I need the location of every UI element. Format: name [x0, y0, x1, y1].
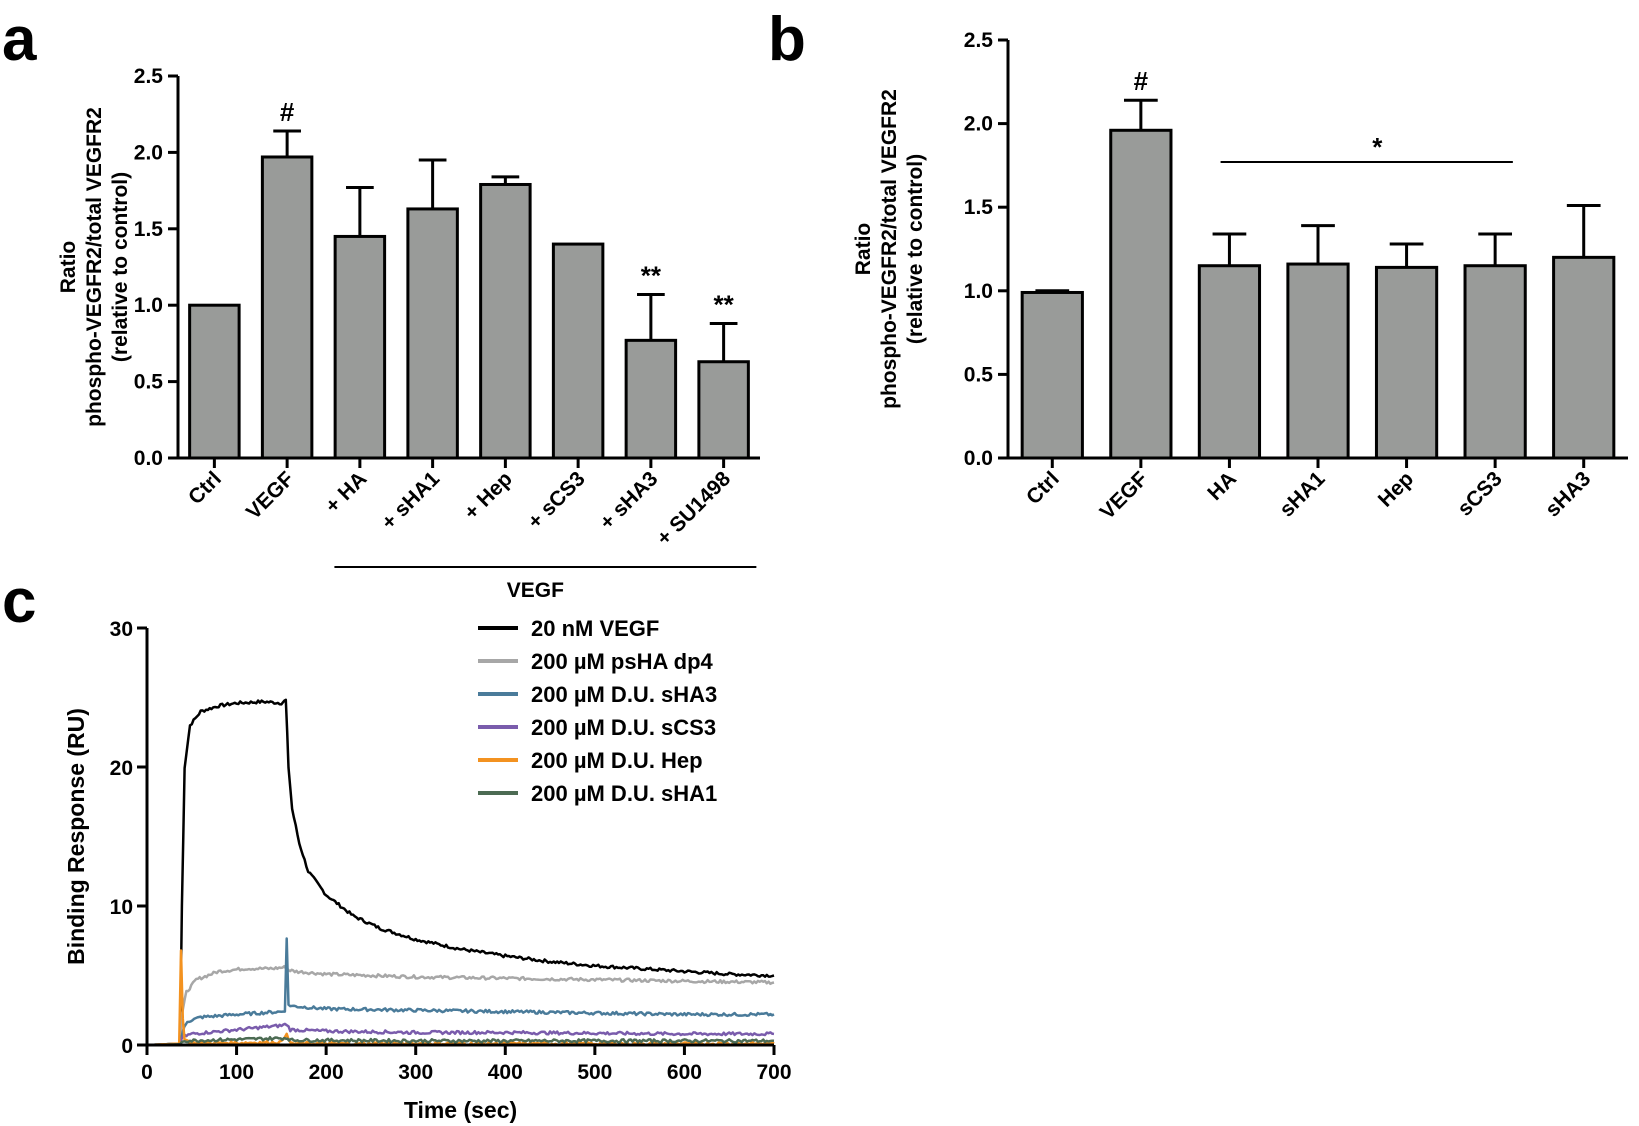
- category-label: HA: [1203, 467, 1241, 505]
- bar: [624, 338, 678, 460]
- category-label: + HA: [321, 467, 372, 518]
- category-label: Hep: [1374, 467, 1418, 511]
- y-tick-label: 2.0: [964, 113, 993, 136]
- significance-mark: **: [641, 261, 662, 291]
- series-line-2: [146, 937, 775, 1047]
- category-label: + sCS3: [523, 467, 589, 533]
- y-tick-label: 1.5: [964, 196, 994, 219]
- panel-letter-a: a: [2, 5, 37, 74]
- bar: [260, 155, 314, 460]
- x-axis-label: Time (sec): [404, 1097, 517, 1123]
- y-tick-label: 2.5: [134, 65, 164, 88]
- y-tick-label: 1.5: [134, 218, 164, 241]
- legend-label: 200 µM D.U. sHA1: [531, 781, 717, 806]
- bar: [1020, 290, 1084, 460]
- y-tick-label: 1.0: [134, 294, 163, 317]
- y-tick-label: 10: [110, 896, 133, 919]
- series-line-4: [146, 949, 775, 1047]
- x-tick-label: 600: [667, 1061, 702, 1084]
- y-axis-label: Ratio phospho-VEGFR2/total VEGFR2 (relativ…: [852, 89, 927, 409]
- y-axis-label-line: Ratio: [57, 241, 80, 294]
- bar: [1286, 262, 1350, 460]
- category-label: VEGF: [1096, 467, 1153, 524]
- x-tick-label: 0: [141, 1061, 153, 1084]
- y-axis-label-line: Ratio: [852, 223, 875, 276]
- significance-mark: #: [280, 97, 295, 127]
- y-tick-label: 0.0: [964, 447, 993, 470]
- series-line-5: [147, 1035, 775, 1047]
- significance-mark: **: [714, 290, 735, 320]
- category-label: Ctrl: [1022, 467, 1064, 509]
- y-axis-label-line: (relative to control): [904, 154, 927, 344]
- x-tick-label: 400: [488, 1061, 523, 1084]
- x-tick-label: 500: [577, 1061, 612, 1084]
- x-tick-label: 700: [756, 1061, 791, 1084]
- y-tick-label: 0.0: [134, 447, 163, 470]
- bar: [1463, 264, 1527, 460]
- y-tick-label: 1.0: [964, 280, 993, 303]
- y-tick-label: 0.5: [964, 363, 994, 386]
- x-tick-label: 200: [309, 1061, 344, 1084]
- category-label: + sHA1: [377, 467, 444, 534]
- y-axis-label: Binding Response (RU): [63, 708, 89, 965]
- bar: [406, 207, 459, 460]
- category-label: + SU1498: [652, 467, 735, 550]
- bar: [1552, 255, 1616, 460]
- bar: [697, 360, 750, 460]
- bar: [1109, 128, 1173, 460]
- series-line-0: [146, 698, 775, 1047]
- x-tick-label: 300: [398, 1061, 433, 1084]
- category-label: + sHA3: [595, 467, 662, 534]
- x-tick-label: 100: [219, 1061, 254, 1084]
- y-tick-label: 2.0: [134, 141, 163, 164]
- series-line-3: [147, 1022, 775, 1047]
- bar: [1197, 264, 1262, 460]
- bar: [333, 234, 387, 460]
- legend-label: 200 µM psHA dp4: [531, 649, 714, 674]
- group-label: VEGF: [507, 579, 564, 602]
- bar: [551, 242, 605, 460]
- legend-label: 20 nM VEGF: [531, 616, 659, 641]
- bar: [1374, 265, 1439, 460]
- y-axis-label-line: phospho-VEGFR2/total VEGFR2: [878, 89, 901, 409]
- chart-b: 0.0 0.5 1.0 1.5 2.0 2.5 Ratio phospho-VEGFR2/to…: [852, 29, 1628, 524]
- y-tick-label: 2.5: [964, 29, 994, 52]
- legend-label: 200 µM D.U. sHA3: [531, 682, 717, 707]
- bar: [188, 303, 241, 460]
- category-label: sHA3: [1541, 467, 1595, 521]
- y-axis-label-line: phospho-VEGFR2/total VEGFR2: [83, 107, 106, 427]
- series-line-1: [146, 964, 775, 1047]
- category-label: Ctrl: [184, 467, 226, 509]
- y-axis-label: Ratio phospho-VEGFR2/total VEGFR2 (relativ…: [57, 107, 132, 427]
- significance-mark: #: [1134, 66, 1149, 96]
- legend-label: 200 µM D.U. sCS3: [531, 715, 716, 740]
- category-label: + Hep: [460, 467, 517, 524]
- category-label: VEGF: [242, 467, 299, 524]
- y-tick-label: 0.5: [134, 371, 164, 394]
- y-axis-label-line: (relative to control): [109, 172, 132, 362]
- panel-letter-b: b: [768, 5, 806, 74]
- bar: [479, 182, 532, 460]
- legend-label: 200 µM D.U. Hep: [531, 748, 703, 773]
- significance-star: *: [1372, 132, 1383, 162]
- panel-letter-c: c: [2, 567, 36, 636]
- category-label: sHA1: [1275, 467, 1329, 521]
- category-label: sCS3: [1453, 467, 1506, 520]
- y-tick-label: 30: [110, 618, 133, 641]
- y-tick-label: 0: [121, 1035, 133, 1058]
- y-tick-label: 20: [110, 757, 133, 780]
